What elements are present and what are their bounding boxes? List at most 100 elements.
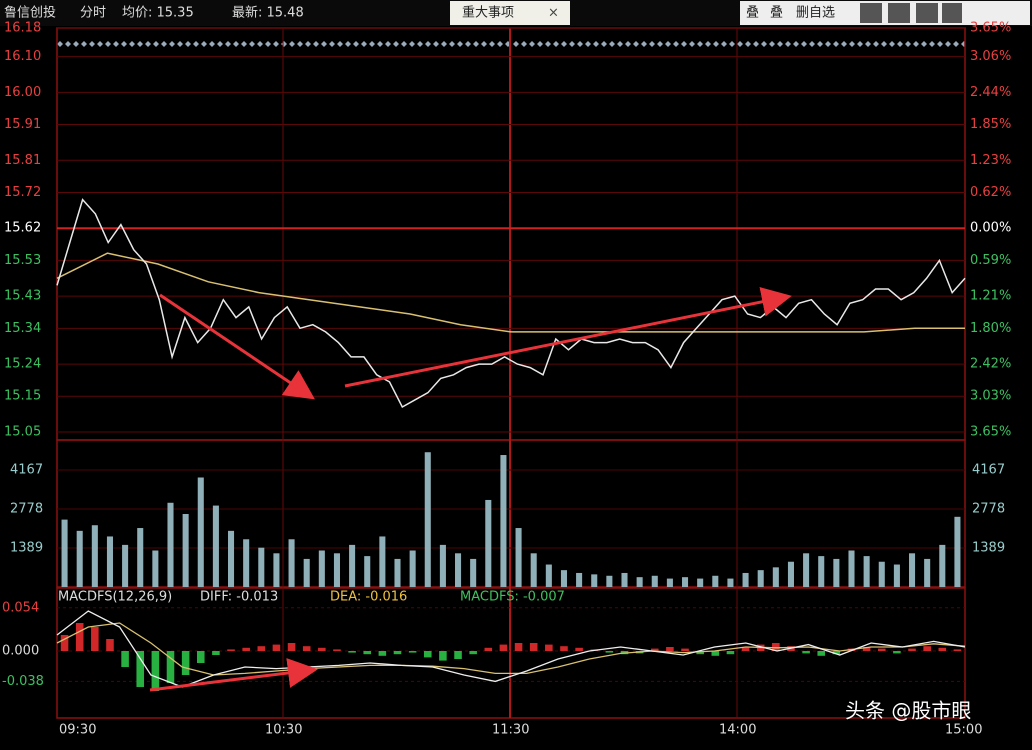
macd-bar [318, 647, 326, 651]
macd-bar [181, 651, 190, 675]
macd-bar [832, 651, 841, 655]
x-tick-label: 14:00 [719, 723, 756, 738]
stock-name: 鲁信创投 [4, 5, 56, 21]
macd-bar [242, 647, 250, 651]
volume-bar [636, 577, 643, 587]
right-tick-label: 4167 [972, 463, 1005, 478]
menu[interactable] [942, 3, 962, 23]
volume-bar [515, 528, 522, 587]
diff-line [56, 610, 966, 688]
macd-bar [106, 639, 114, 651]
macd-bar [302, 646, 311, 651]
macd-bar [136, 651, 145, 687]
volume-bar [258, 547, 265, 587]
right-tick-label: 2.42% [970, 357, 1011, 372]
y-tick-label: -0.038 [2, 674, 44, 689]
macd-bar [469, 651, 477, 655]
macd-bar [514, 643, 523, 651]
watermark: 头条 @股市眼 [845, 699, 971, 723]
tab[interactable] [450, 1, 570, 25]
zoom-in[interactable] [860, 3, 882, 23]
volume-bar [560, 570, 567, 587]
tab-close[interactable]: × [548, 6, 559, 21]
volume-bar [878, 561, 885, 587]
volume-bar [349, 544, 356, 587]
button[interactable]: 删自选 [796, 6, 835, 21]
volume-bar [591, 574, 598, 587]
volume-bar [243, 539, 250, 587]
tab-label[interactable]: 重大事项 [462, 5, 514, 21]
macd-bar [529, 643, 538, 651]
y-tick-label: 15.91 [4, 117, 41, 132]
macd-bar [499, 644, 508, 651]
annotation-arrow [149, 658, 318, 692]
next[interactable] [916, 3, 938, 23]
macd-bar [454, 651, 462, 659]
button[interactable]: 叠 [746, 6, 759, 21]
right-tick-label: 1.23% [970, 153, 1011, 168]
y-tick-label: 16.00 [4, 85, 41, 100]
y-tick-label: 1389 [10, 541, 43, 556]
volume-bar [182, 513, 189, 587]
volume-bar [303, 558, 310, 587]
macd-bar [711, 651, 720, 656]
volume-bar [470, 558, 477, 587]
volume-bar [651, 575, 658, 587]
volume-bar [742, 572, 749, 587]
macd-bar [378, 651, 387, 656]
macd-bar [363, 651, 372, 655]
volume-bar [893, 564, 900, 587]
volume-bar [909, 553, 916, 587]
macd-bar [545, 644, 553, 651]
macd-dea: DEA: -0.016 [330, 590, 407, 605]
button[interactable]: 叠 [770, 6, 783, 21]
volume-bar [954, 516, 961, 587]
volume-bar [409, 550, 416, 587]
macd-bar [196, 651, 205, 663]
right-tick-label: 2.44% [970, 85, 1011, 100]
x-tick-label: 11:30 [492, 723, 529, 738]
volume-bar [122, 544, 129, 587]
volume-bar [288, 539, 295, 587]
volume-bar [757, 570, 764, 587]
right-tick-label: 1.85% [970, 117, 1011, 132]
average-line [56, 252, 965, 333]
mode: 分时 [80, 6, 106, 21]
macd-bar [893, 651, 901, 654]
volume-bar [106, 536, 113, 587]
macd-diff: DIFF: -0.013 [200, 590, 278, 605]
macd-bar [75, 623, 84, 651]
y-tick-label: 16.10 [4, 49, 41, 64]
macd-bar [408, 651, 417, 653]
right-tick-label: 2778 [972, 502, 1005, 517]
macd-bar [575, 647, 583, 651]
macd-bar [560, 646, 568, 651]
volume-bar [606, 575, 613, 587]
zoom-out[interactable] [888, 3, 910, 23]
volume-bar [833, 558, 840, 587]
y-tick-label: 4167 [10, 463, 43, 478]
volume-bar [727, 578, 734, 587]
volume-bar [803, 553, 810, 587]
volume-bar [712, 575, 719, 587]
y-tick-label: 0.000 [2, 644, 39, 659]
macd-bar [802, 651, 810, 654]
macd-bar [908, 648, 916, 651]
volume-bar [848, 550, 855, 587]
volume-bar [273, 553, 280, 587]
y-tick-label: 15.53 [4, 253, 41, 268]
macd-value: MACDFS: -0.007 [460, 590, 565, 605]
macd-bar [227, 649, 235, 651]
volume-bar [91, 525, 98, 587]
last-price: 最新: 15.48 [232, 5, 304, 21]
macd-bar [439, 651, 447, 661]
annotation-arrow [159, 293, 315, 400]
right-tick-label: 1389 [972, 541, 1005, 556]
macd-bar [393, 651, 402, 655]
volume-bar [318, 550, 325, 587]
right-tick-label: 0.00% [970, 221, 1011, 236]
volume-bar [394, 558, 401, 587]
macd-bar [484, 647, 493, 651]
